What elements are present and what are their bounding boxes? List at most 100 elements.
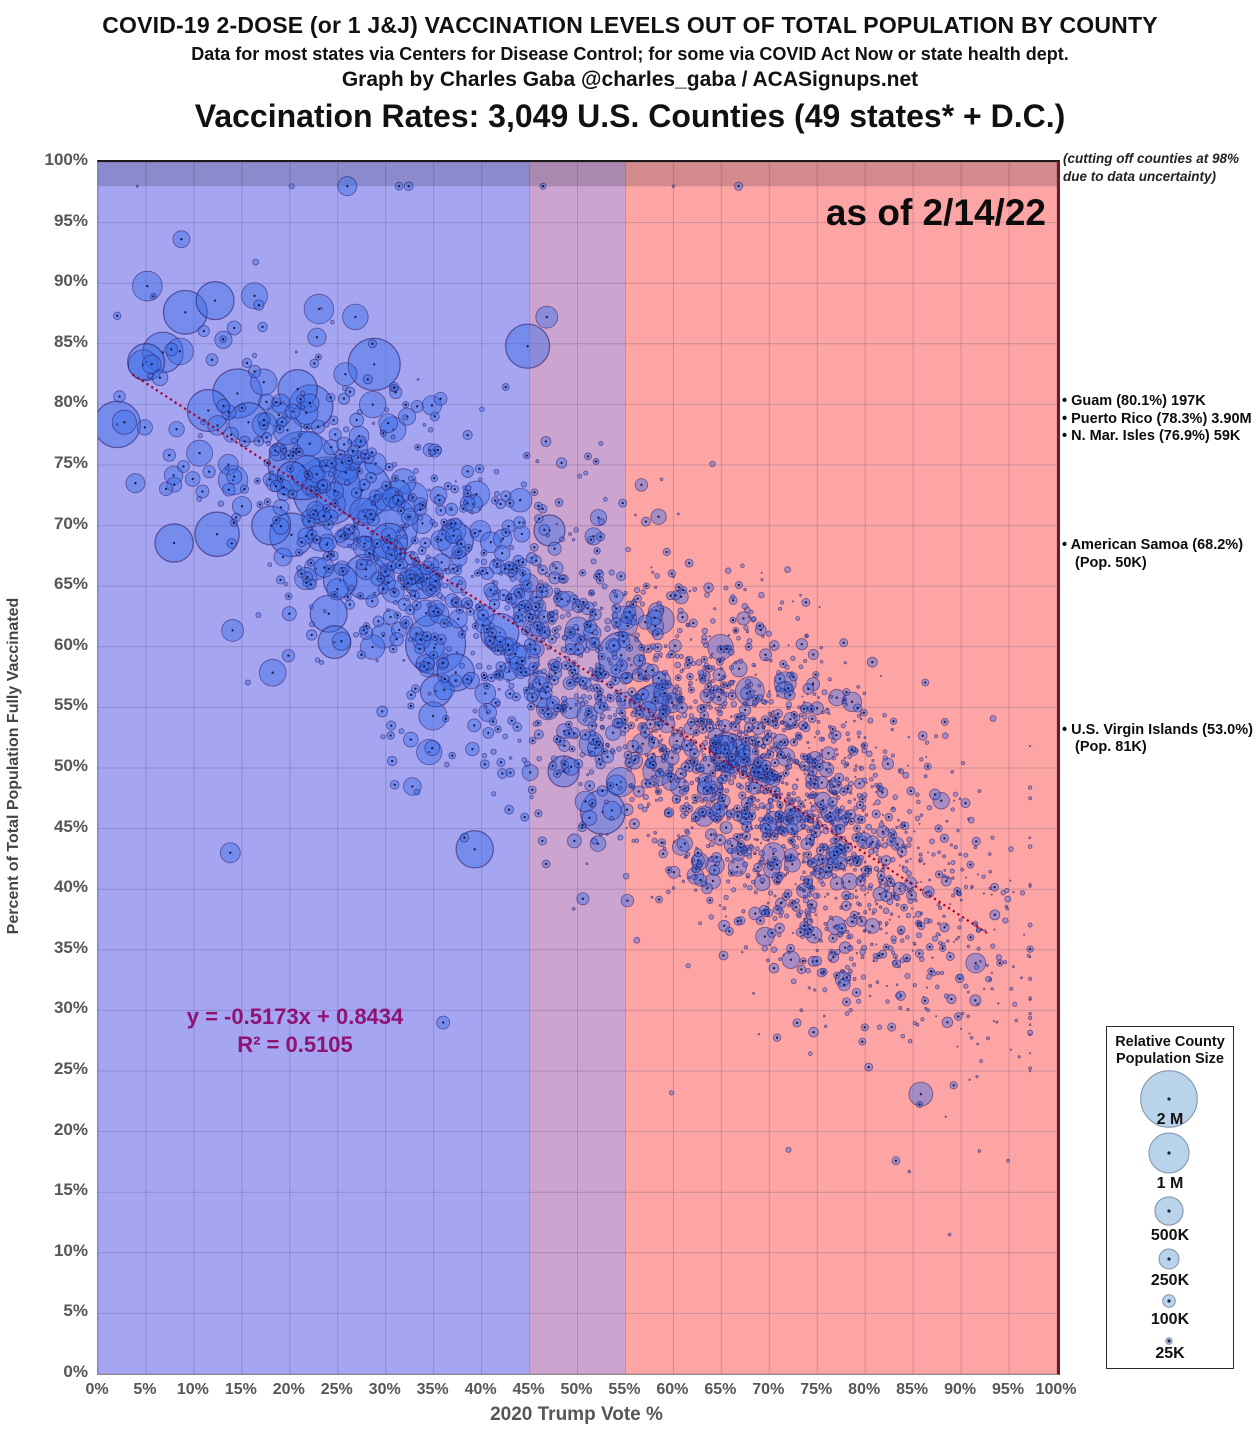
county-bubble [735,765,740,770]
county-bubble [631,598,637,603]
legend-label: 1 M [1156,1175,1184,1192]
county-bubble-center-dot [474,624,477,628]
county-bubble-center-dot [791,819,795,822]
county-bubble [748,609,754,615]
county-bubble-center-dot [852,750,855,753]
county-bubble [713,741,717,746]
county-bubble-center-dot [507,808,511,811]
county-bubble-center-dot [233,475,236,478]
county-bubble-center-dot [569,707,572,710]
county-bubble-center-dot [201,490,204,493]
county-bubble-center-dot [747,787,750,790]
county-bubble-center-dot [822,808,825,811]
county-bubble-center-dot [277,413,280,417]
county-bubble-center-dot [814,831,817,834]
county-bubble [674,684,680,689]
county-bubble [759,842,762,845]
county-bubble [677,627,683,634]
county-bubble-center-dot [581,823,584,827]
county-bubble [869,763,876,771]
county-bubble-center-dot [838,827,842,831]
county-bubble [658,652,663,657]
county-bubble [909,857,912,861]
county-bubble-center-dot [343,534,347,537]
county-bubble-center-dot [516,725,519,729]
county-bubble [827,724,832,729]
county-bubble [499,571,504,576]
county-bubble [968,1032,971,1035]
county-bubble [990,971,994,974]
county-bubble [697,859,703,865]
county-bubble-center-dot [257,303,261,307]
county-bubble-center-dot [570,671,574,674]
county-bubble [879,881,882,884]
county-bubble [780,832,783,835]
county-bubble [658,749,663,753]
county-bubble-center-dot [800,968,803,971]
county-bubble [945,923,948,927]
county-bubble-center-dot [827,752,830,755]
county-bubble-center-dot [325,543,328,546]
county-bubble-center-dot [353,525,356,528]
county-bubble [886,898,894,906]
county-bubble-center-dot [172,541,176,545]
territory-annotation-line: • American Samoa (68.2%) [1062,537,1244,554]
county-bubble [872,803,875,806]
county-bubble-center-dot [603,750,606,753]
county-bubble-center-dot [699,878,702,882]
county-bubble [803,772,807,775]
county-bubble-center-dot [355,491,358,494]
county-bubble [717,815,722,820]
county-bubble [407,475,414,482]
county-bubble [774,821,778,825]
county-bubble [749,736,752,739]
county-bubble [760,698,766,704]
county-bubble-center-dot [282,493,285,496]
county-bubble [739,870,743,875]
county-bubble [977,789,982,793]
county-bubble-center-dot [553,665,556,668]
county-bubble-center-dot [393,783,396,786]
county-bubble [843,661,847,665]
county-bubble [820,748,823,752]
county-bubble [861,777,868,783]
county-bubble [717,742,722,747]
county-bubble [681,712,688,719]
county-bubble-center-dot [633,758,637,761]
county-bubble [934,984,940,990]
county-bubble [356,409,363,416]
county-bubble-center-dot [775,880,779,883]
county-bubble-center-dot [207,409,210,412]
county-bubble-center-dot [830,950,833,954]
county-bubble [806,693,809,696]
county-bubble-center-dot [754,750,757,753]
county-bubble [536,606,543,613]
county-bubble [945,819,949,823]
county-bubble-center-dot [411,785,414,788]
county-bubble-center-dot [648,782,652,785]
county-bubble [949,868,955,874]
county-bubble-center-dot [739,919,742,922]
county-bubble [894,956,897,959]
county-bubble [906,842,912,848]
county-bubble [787,903,792,908]
county-bubble [147,372,154,380]
county-bubble [742,731,745,734]
county-bubble [891,938,897,945]
county-bubble-center-dot [561,577,564,581]
county-bubble-center-dot [860,818,863,821]
county-bubble [802,754,809,761]
county-bubble [826,768,833,774]
county-bubble-center-dot [538,683,542,686]
county-bubble [805,967,811,974]
county-bubble [594,662,601,669]
county-bubble [857,912,861,916]
county-bubble [601,583,608,590]
county-bubble [724,645,729,649]
county-bubble [403,522,410,528]
county-bubble-center-dot [438,499,441,502]
county-bubble [769,768,774,772]
county-bubble [966,1014,971,1019]
county-bubble [691,866,698,873]
county-bubble [716,717,720,721]
